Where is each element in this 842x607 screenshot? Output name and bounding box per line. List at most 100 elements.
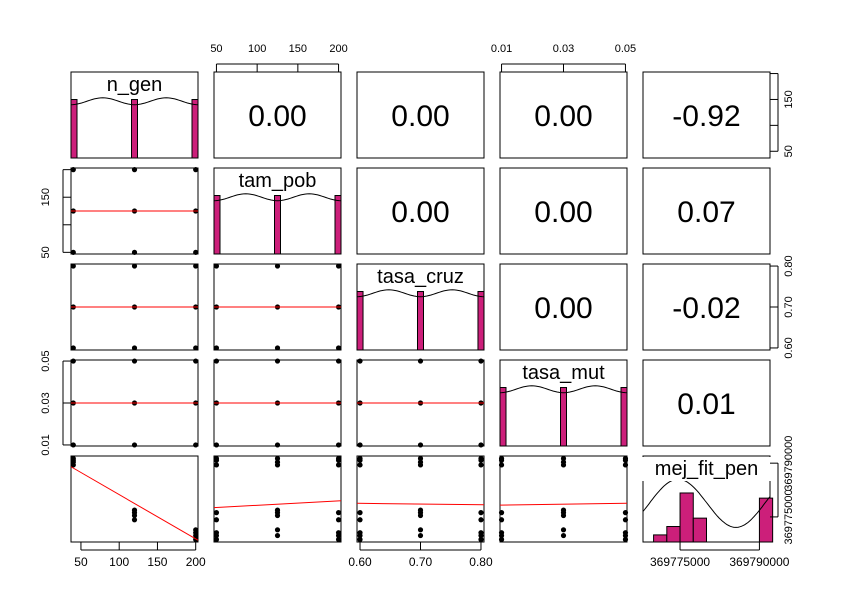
- data-point: [560, 532, 567, 539]
- tick-label: 150: [40, 188, 52, 206]
- label-background: [103, 73, 166, 97]
- panel-n_gen-tam_pob: [213, 71, 342, 159]
- data-point: [478, 530, 484, 536]
- data-point: [193, 249, 199, 255]
- data-point: [357, 517, 363, 523]
- data-point: [193, 358, 199, 364]
- data-point: [70, 249, 76, 255]
- data-point: [357, 536, 363, 543]
- tick-label: 0.05: [615, 43, 636, 55]
- data-point: [622, 536, 629, 543]
- correlation-value: 0.00: [534, 196, 592, 229]
- histogram-bar: [679, 492, 694, 543]
- data-point: [274, 532, 281, 539]
- panel-tasa_mut-mej_fit_pen: [642, 359, 771, 447]
- histogram-bar: [477, 291, 485, 351]
- data-point: [417, 358, 424, 364]
- data-point: [357, 510, 363, 516]
- data-point: [498, 455, 505, 462]
- label-background: [366, 265, 475, 289]
- data-point: [417, 532, 424, 539]
- data-point: [131, 345, 138, 351]
- data-point: [478, 510, 484, 516]
- histogram-bar: [417, 291, 424, 351]
- histogram-bar: [334, 195, 342, 255]
- variable-name-n_gen: n_gen: [107, 74, 163, 96]
- histogram-bar: [758, 497, 774, 543]
- data-point: [478, 517, 484, 523]
- data-point: [70, 442, 76, 448]
- data-point: [335, 517, 342, 523]
- histogram-bar: [70, 99, 78, 159]
- correlation-value: 0.00: [248, 100, 306, 133]
- data-point: [560, 527, 567, 533]
- histogram-bar: [191, 99, 199, 159]
- data-point: [622, 517, 629, 523]
- data-point: [193, 442, 199, 448]
- variable-name-tasa_mut: tasa_mut: [522, 362, 605, 384]
- histogram-bar: [653, 534, 668, 543]
- data-point: [622, 510, 629, 516]
- tick-label: 200: [329, 43, 347, 55]
- tick-label: 0.80: [469, 555, 493, 569]
- histogram-bar: [213, 195, 221, 255]
- data-point: [357, 530, 363, 536]
- data-point: [335, 510, 342, 516]
- data-point: [417, 507, 424, 513]
- data-point: [274, 507, 281, 513]
- data-point: [274, 345, 281, 351]
- data-point: [213, 442, 220, 448]
- data-point: [70, 345, 76, 351]
- tick-label: 0.01: [491, 43, 512, 55]
- correlation-value: 0.07: [677, 196, 735, 229]
- data-point: [622, 462, 629, 468]
- tick-label: 100: [109, 555, 129, 569]
- panel-n_gen-mej_fit_pen: [642, 71, 771, 159]
- panel-n_gen-tasa_cruz: [356, 71, 485, 159]
- tick-label: 0.03: [553, 43, 574, 55]
- data-point: [335, 345, 342, 351]
- data-point: [213, 345, 220, 351]
- tick-label: 0.03: [40, 392, 52, 413]
- fit-line: [213, 500, 342, 509]
- fit-line: [499, 502, 628, 506]
- tick-label: 369775000: [783, 489, 795, 544]
- tick-label: 0.60: [783, 337, 795, 358]
- histogram-bar: [131, 99, 138, 159]
- label-background: [515, 361, 612, 385]
- fit-line: [70, 466, 199, 541]
- data-point: [131, 167, 138, 173]
- tick-label: 50: [40, 246, 52, 258]
- data-point: [213, 462, 220, 468]
- data-point: [193, 167, 199, 173]
- data-point: [335, 462, 342, 468]
- tick-label: 200: [186, 555, 206, 569]
- data-point: [560, 507, 567, 513]
- correlation-value: 0.01: [677, 388, 735, 421]
- data-point: [622, 530, 629, 536]
- variable-name-mej_fit_pen: mej_fit_pen: [655, 458, 758, 480]
- tick-label: 0.01: [40, 434, 52, 455]
- panel-tam_pob-mej_fit_pen: [642, 167, 771, 255]
- tick-label: 50: [74, 555, 88, 569]
- data-point: [478, 442, 484, 448]
- data-point: [131, 507, 138, 513]
- tick-label: 369790000: [783, 436, 795, 491]
- data-point: [131, 442, 138, 448]
- data-point: [417, 455, 424, 462]
- data-point: [213, 536, 220, 543]
- panel-tasa_cruz-tasa_mut: [499, 263, 628, 351]
- data-point: [498, 517, 505, 523]
- data-point: [274, 358, 281, 364]
- data-point: [213, 358, 220, 364]
- data-point: [417, 442, 424, 448]
- data-point: [335, 536, 342, 543]
- histogram-bar: [560, 387, 567, 447]
- data-point: [131, 358, 138, 364]
- data-point: [335, 358, 342, 364]
- fit-line: [356, 502, 485, 506]
- data-point: [498, 510, 505, 516]
- histogram-bar: [274, 195, 281, 255]
- data-point: [213, 517, 220, 523]
